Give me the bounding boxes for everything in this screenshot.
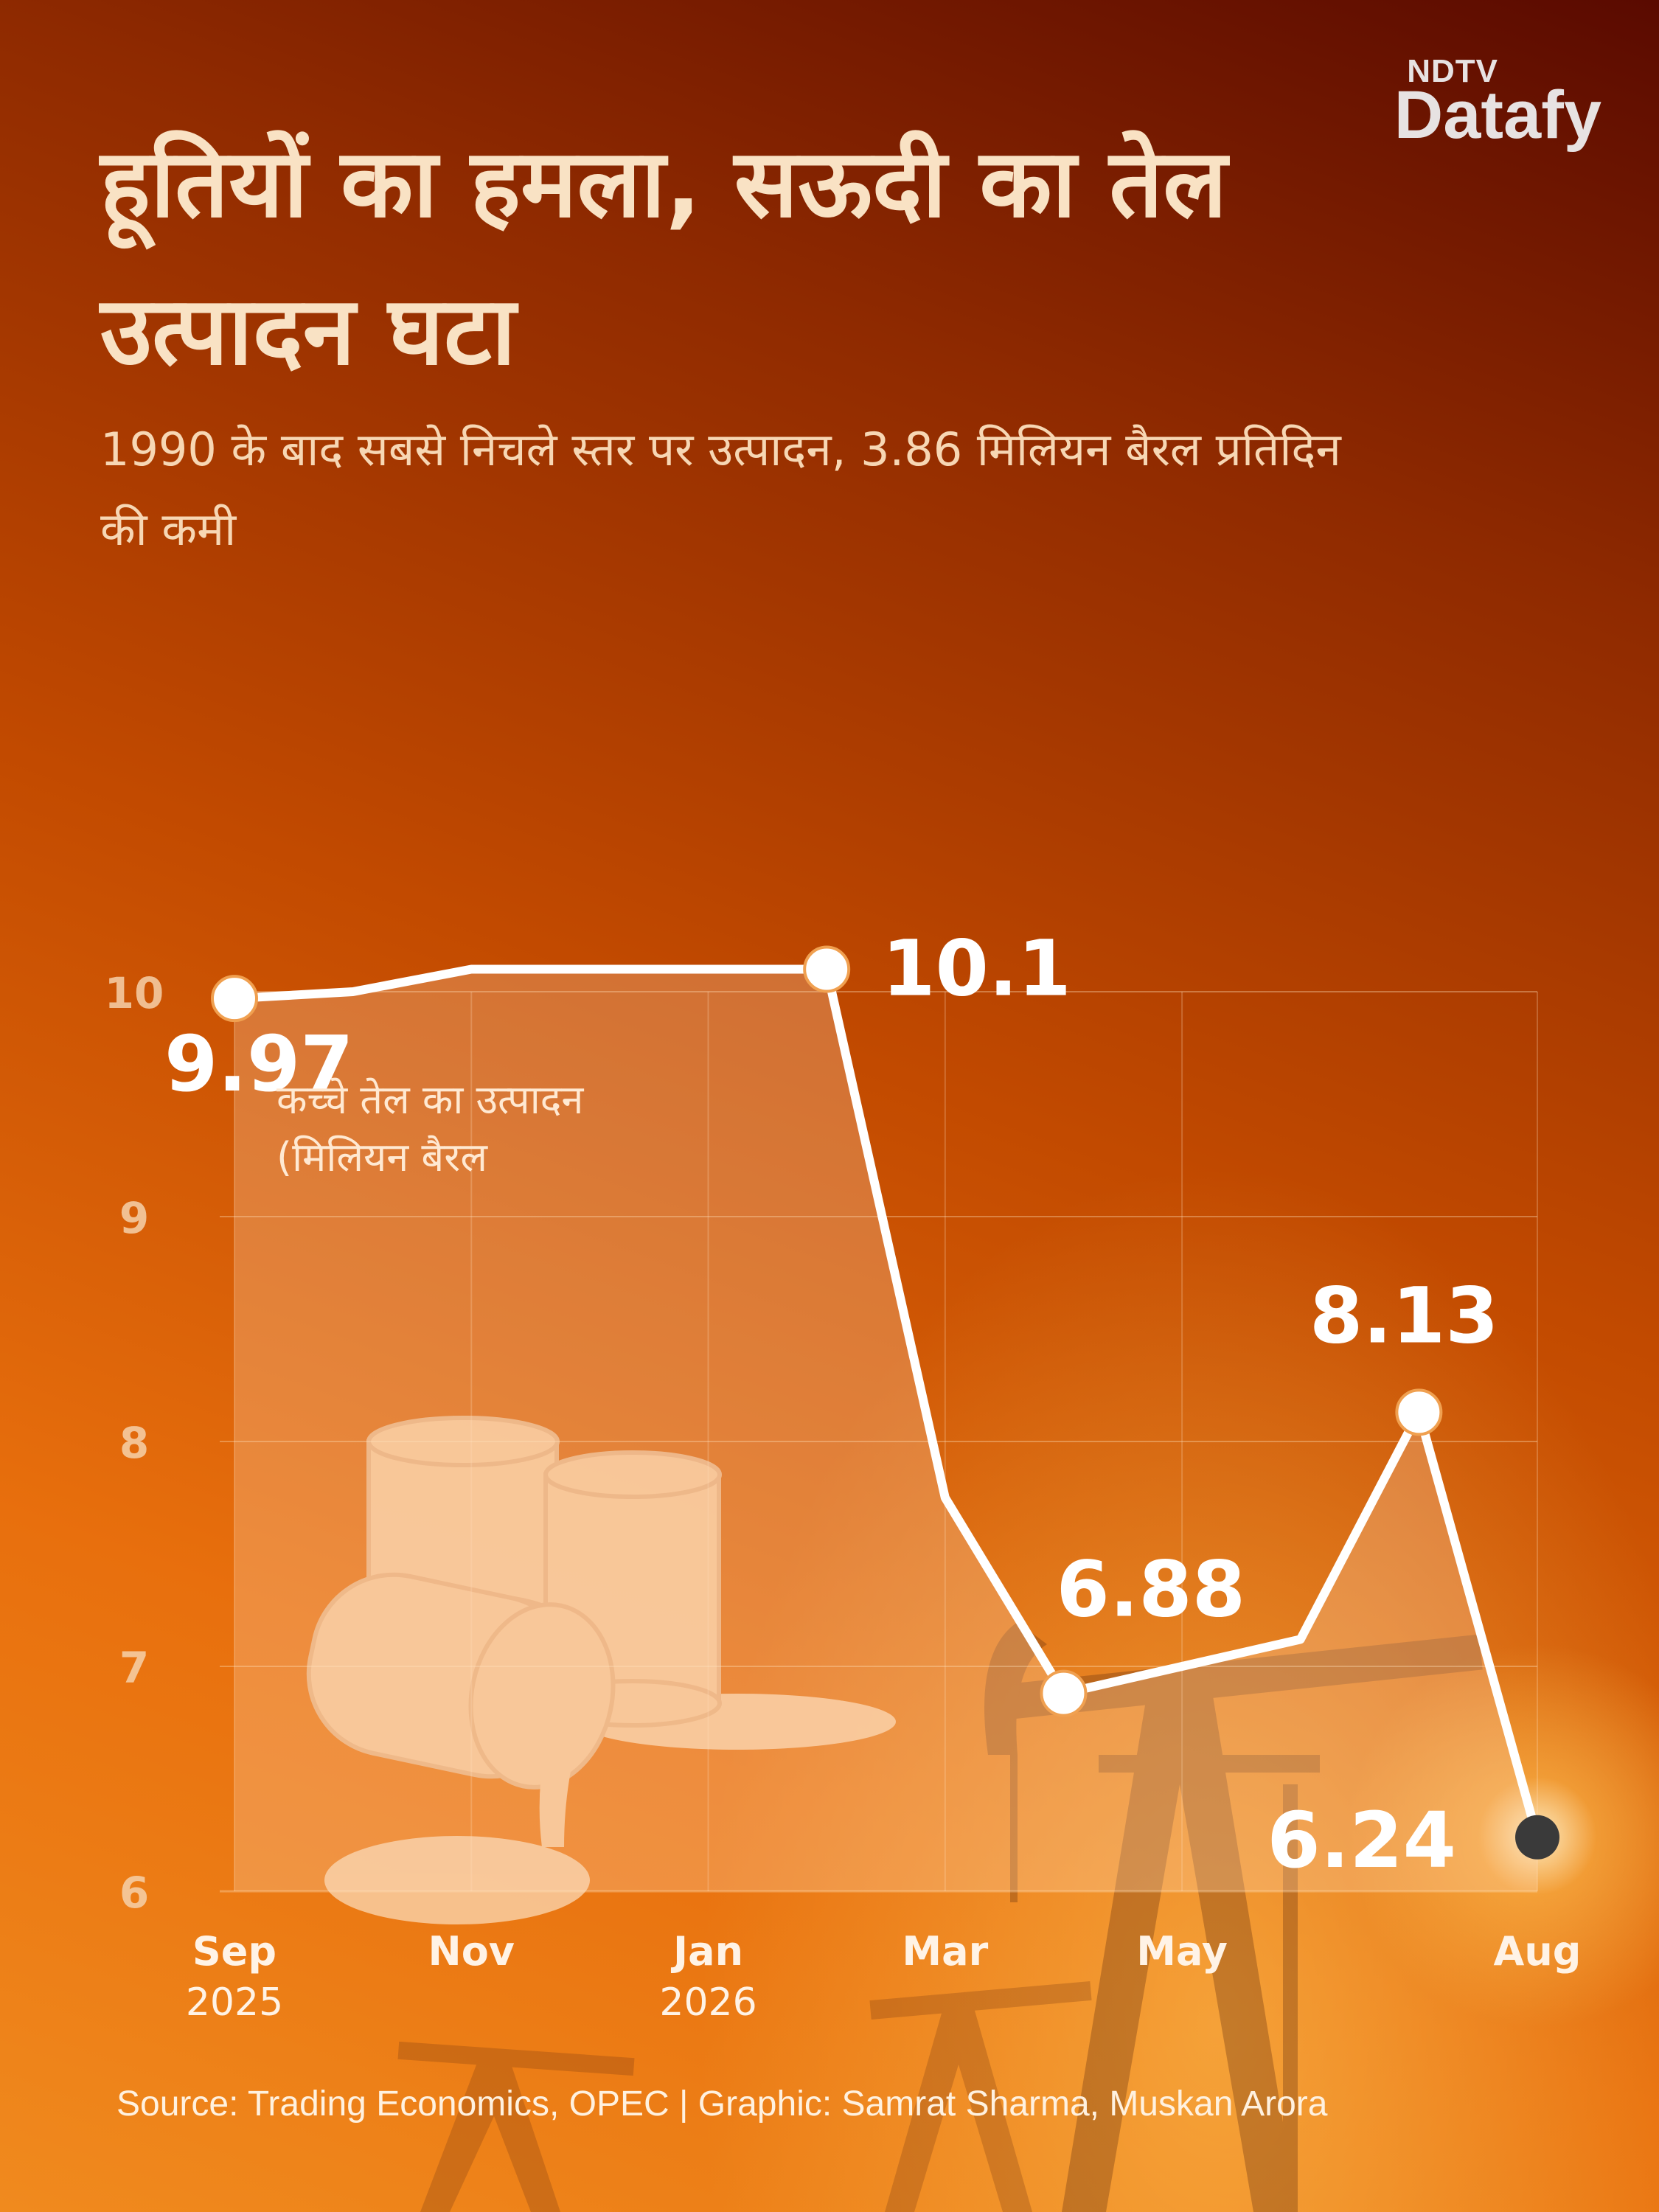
page-title: हूतियों का हमला, सऊदी का तेल उत्पादन घटा: [100, 129, 1228, 386]
data-label-8.13: 8.13: [1310, 1270, 1499, 1360]
series-label-line-1: कच्चे तेल का उत्पादन: [276, 1077, 584, 1123]
x-tick-month-mar: Mar: [902, 1928, 988, 1975]
pumpjack-silhouette-icon: [984, 1622, 1483, 2212]
chart-line: [230, 964, 1542, 1842]
data-label-9.97: 9.97: [164, 1019, 354, 1109]
chart-grid: [220, 991, 1538, 1893]
data-point-6.88: [1040, 1669, 1088, 1717]
series-label-line-2: (मिलियन बैरल: [276, 1134, 488, 1180]
y-tick-label-6: 6: [119, 1868, 149, 1918]
brand-ndtv: NDTV: [1407, 53, 1498, 89]
data-labels: 9.97 10.1 6.88 8.13 6.24: [164, 924, 1499, 1885]
x-tick-month-aug: Aug: [1494, 1928, 1582, 1975]
data-point-8.13: [1395, 1388, 1443, 1436]
data-label-10.1: 10.1: [882, 924, 1071, 1014]
x-tick-month-jan: Jan: [670, 1928, 743, 1975]
ndtv-datafy-logo: NDTV Datafy: [1394, 53, 1601, 153]
y-tick-label-10: 10: [105, 968, 164, 1018]
series-line: [230, 964, 1542, 1842]
oil-barrels-icon: [306, 1416, 896, 1924]
pumpjack-small-icon: [397, 1980, 1092, 2212]
data-point-10.1: [803, 945, 851, 993]
y-axis: 6 7 8 9 10: [105, 968, 164, 1918]
data-label-6.88: 6.88: [1056, 1545, 1245, 1635]
data-label-6.24: 6.24: [1267, 1795, 1456, 1885]
brand-datafy: Datafy: [1394, 77, 1601, 153]
chart-points: [211, 945, 1559, 1860]
data-point-9.97: [211, 975, 258, 1023]
x-tick-month-sep: Sep: [192, 1928, 276, 1975]
y-tick-label-8: 8: [119, 1418, 149, 1468]
source-credit: Source: Trading Economics, OPEC | Graphi…: [116, 2084, 1328, 2124]
page-subtitle: 1990 के बाद सबसे निचले स्तर पर उत्पादन, …: [100, 422, 1341, 556]
x-tick-year-2026: 2026: [659, 1980, 757, 2025]
x-tick-month-may: May: [1136, 1928, 1228, 1975]
x-tick-year-2025: 2025: [186, 1980, 283, 2025]
x-axis: Sep 2025 Nov Jan 2026 Mar May Aug: [186, 1928, 1582, 2025]
x-tick-month-nov: Nov: [428, 1928, 515, 1975]
series-label: कच्चे तेल का उत्पादन (मिलियन बैरल: [276, 1077, 597, 1180]
y-tick-label-9: 9: [119, 1193, 149, 1243]
data-point-6.24: [1515, 1815, 1559, 1860]
y-tick-label-7: 7: [119, 1643, 149, 1693]
